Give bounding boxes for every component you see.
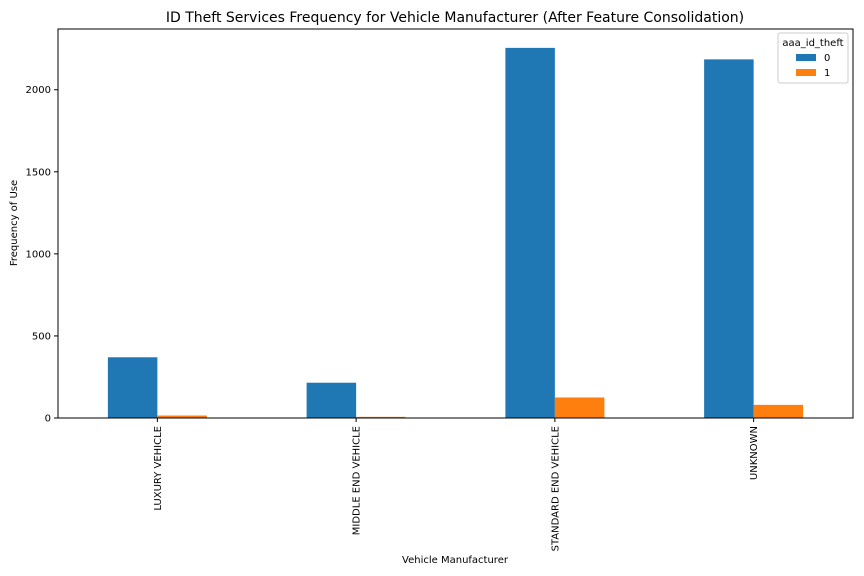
bar-series-1-3 [753,404,804,418]
y-tick-label: 0 [45,414,51,425]
legend-swatch-0 [796,54,816,61]
bar-series-1-0 [157,415,207,418]
legend: aaa_id_theft 0 1 [777,32,849,84]
legend-label-1: 1 [824,68,830,79]
x-tick-label: STANDARD END VEHICLE [550,426,561,551]
bar-series-0-0 [107,357,158,418]
plot-frame [57,28,854,419]
legend-label-0: 0 [824,53,830,64]
bar-series-1-1 [356,416,406,418]
y-tick-label: 500 [32,331,51,342]
bar-series-0-1 [306,382,357,418]
bar-series-1-2 [554,397,605,418]
x-tick-label: MIDDLE END VEHICLE [352,426,363,535]
y-axis-label: Frequency of Use [9,180,20,266]
bar-series-0-2 [505,47,555,419]
legend-swatch-1 [796,69,816,76]
bar-series-0-3 [704,59,754,418]
y-tick-label: 2000 [26,85,51,96]
y-tick-label: 1000 [26,249,51,260]
plot-area: LUXURY VEHICLE MIDDLE END VEHICLE STANDARD… [26,28,854,551]
x-tick-label: UNKNOWN [749,426,760,480]
legend-title: aaa_id_theft [782,38,843,49]
y-tick-label: 1500 [26,167,51,178]
x-axis-label: Vehicle Manufacturer [402,555,509,566]
x-tick-label: LUXURY VEHICLE [153,426,164,511]
chart-title: ID Theft Services Frequency for Vehicle … [166,10,744,26]
